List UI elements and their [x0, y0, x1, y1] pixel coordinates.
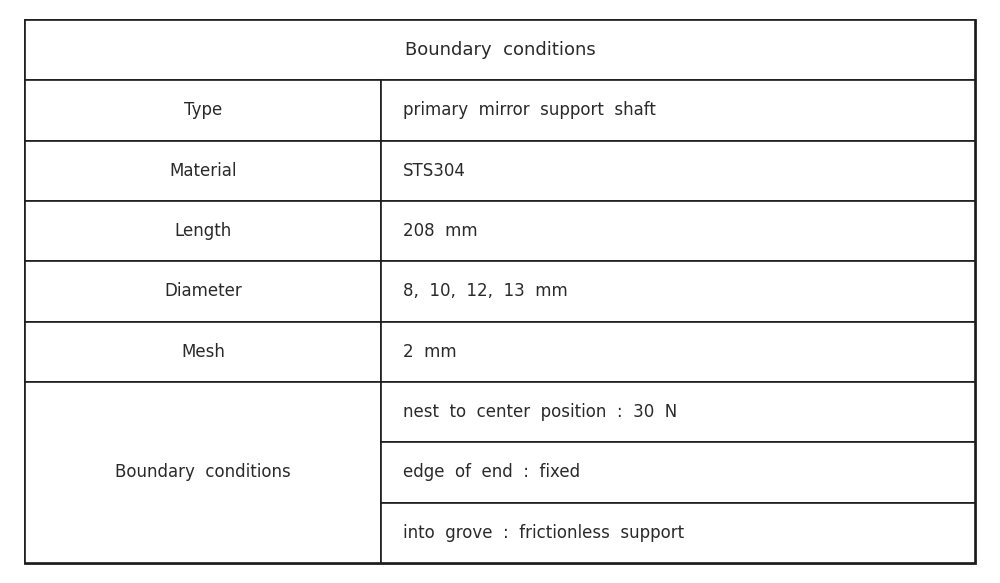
Bar — [381, 80, 975, 141]
Bar — [381, 442, 975, 503]
Text: Boundary  conditions: Boundary conditions — [405, 41, 595, 59]
Bar — [25, 80, 381, 141]
Text: edge  of  end  :  fixed: edge of end : fixed — [403, 463, 580, 482]
Text: 8,  10,  12,  13  mm: 8, 10, 12, 13 mm — [403, 283, 567, 300]
Bar — [381, 382, 975, 442]
Text: Type: Type — [184, 101, 222, 120]
Bar — [25, 20, 975, 80]
Text: STS304: STS304 — [403, 162, 466, 180]
Bar — [25, 261, 381, 322]
Text: Length: Length — [175, 222, 232, 240]
Bar — [381, 503, 975, 563]
Bar — [25, 141, 381, 201]
Text: Diameter: Diameter — [164, 283, 242, 300]
Text: 208  mm: 208 mm — [403, 222, 477, 240]
Bar — [25, 201, 381, 261]
Bar — [25, 382, 381, 563]
Text: Material: Material — [169, 162, 237, 180]
Text: into  grove  :  frictionless  support: into grove : frictionless support — [403, 524, 684, 542]
Bar — [381, 322, 975, 382]
Text: nest  to  center  position  :  30  N: nest to center position : 30 N — [403, 403, 677, 421]
Text: Boundary  conditions: Boundary conditions — [115, 463, 291, 482]
Bar — [25, 322, 381, 382]
Text: Mesh: Mesh — [181, 343, 225, 361]
Text: 2  mm: 2 mm — [403, 343, 456, 361]
Bar — [381, 141, 975, 201]
Bar — [381, 201, 975, 261]
Bar — [381, 261, 975, 322]
Text: primary  mirror  support  shaft: primary mirror support shaft — [403, 101, 656, 120]
